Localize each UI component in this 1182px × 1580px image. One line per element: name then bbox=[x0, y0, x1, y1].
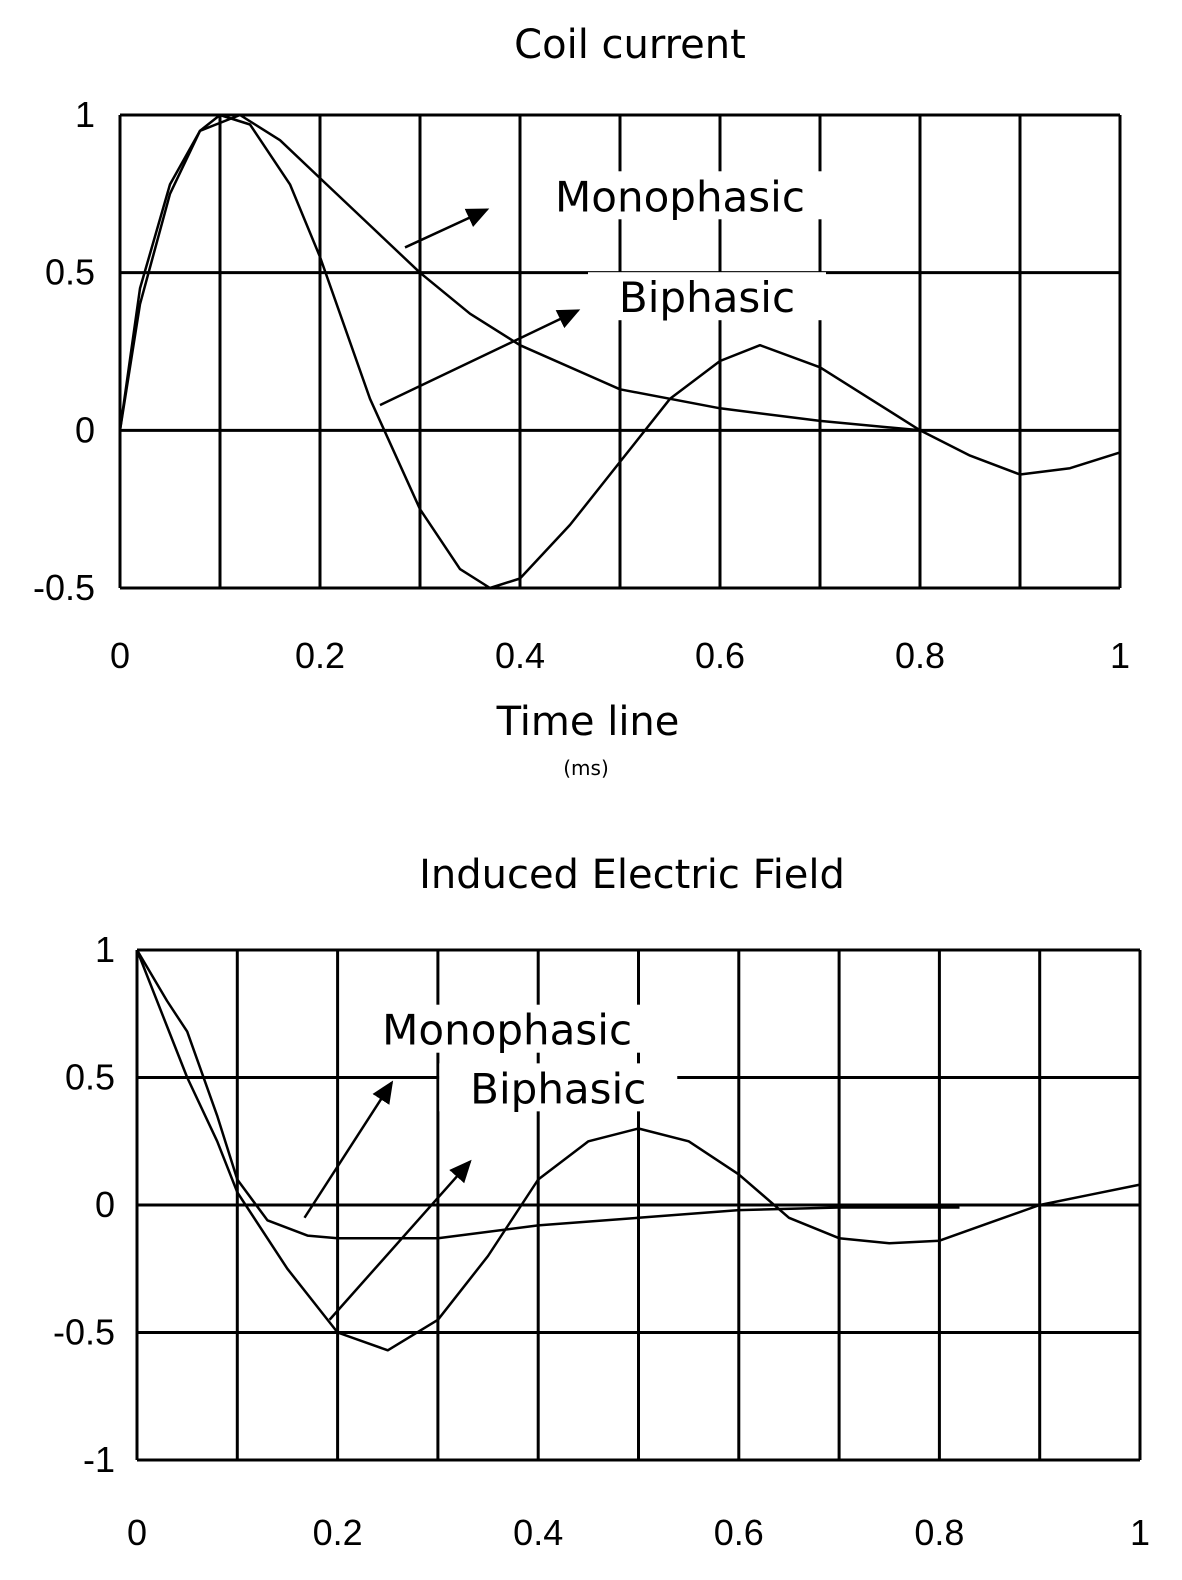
x-tick-label: 1 bbox=[1110, 635, 1130, 676]
annotation-background bbox=[439, 1063, 678, 1112]
x-axis-label: Time line bbox=[496, 699, 680, 745]
series-line-monophasic bbox=[118, 113, 921, 432]
y-tick-label: 0 bbox=[75, 409, 95, 450]
y-tick-label: 1 bbox=[95, 929, 115, 970]
y-tick-label: 0 bbox=[95, 1184, 115, 1225]
x-tick-label: 0.8 bbox=[895, 635, 945, 676]
x-tick-label: 0 bbox=[127, 1512, 147, 1553]
x-tick-label: 1 bbox=[1130, 1512, 1150, 1553]
annotation-arrow bbox=[328, 1159, 472, 1321]
annotation-arrow bbox=[404, 208, 490, 249]
chart-0: Coil current -0.5 0 0.5 1 0 0.2 0.4 0.6 0.8 1 Time … bbox=[33, 22, 1130, 780]
chart-1: Induced Electric Field -1 -0.5 0 0.5 1 0 0.2 0.4… bbox=[53, 852, 1150, 1553]
annotation-background bbox=[535, 171, 825, 220]
annotation-label: Biphasic bbox=[619, 273, 795, 322]
y-tick-label: -1 bbox=[83, 1439, 115, 1480]
series-line-biphasic bbox=[135, 949, 1141, 1352]
series-line-monophasic bbox=[135, 949, 960, 1240]
x-axis-unit: (ms) bbox=[563, 756, 609, 780]
chart-title: Induced Electric Field bbox=[419, 852, 845, 898]
y-tick-label: -0.5 bbox=[33, 567, 95, 608]
annotation-background bbox=[362, 1004, 653, 1053]
chart-title: Coil current bbox=[514, 22, 746, 68]
annotation-background bbox=[588, 272, 826, 321]
x-tick-label: 0 bbox=[110, 635, 130, 676]
y-tick-label: 0.5 bbox=[45, 252, 95, 293]
annotation-arrow bbox=[303, 1080, 394, 1219]
series-line-biphasic bbox=[118, 113, 1121, 590]
x-tick-label: 0.4 bbox=[513, 1512, 563, 1553]
y-tick-label: 0.5 bbox=[65, 1057, 115, 1098]
y-tick-label: 1 bbox=[75, 94, 95, 135]
x-tick-label: 0.2 bbox=[313, 1512, 363, 1553]
y-tick-label: -0.5 bbox=[53, 1312, 115, 1353]
x-tick-label: 0.2 bbox=[295, 635, 345, 676]
x-tick-label: 0.4 bbox=[495, 635, 545, 676]
annotation-label: Monophasic bbox=[555, 172, 805, 221]
annotation-label: Biphasic bbox=[470, 1064, 646, 1113]
annotation-label: Monophasic bbox=[382, 1006, 632, 1055]
x-tick-label: 0.6 bbox=[714, 1512, 764, 1553]
annotation-arrow bbox=[379, 309, 581, 407]
x-tick-label: 0.8 bbox=[914, 1512, 964, 1553]
x-tick-label: 0.6 bbox=[695, 635, 745, 676]
